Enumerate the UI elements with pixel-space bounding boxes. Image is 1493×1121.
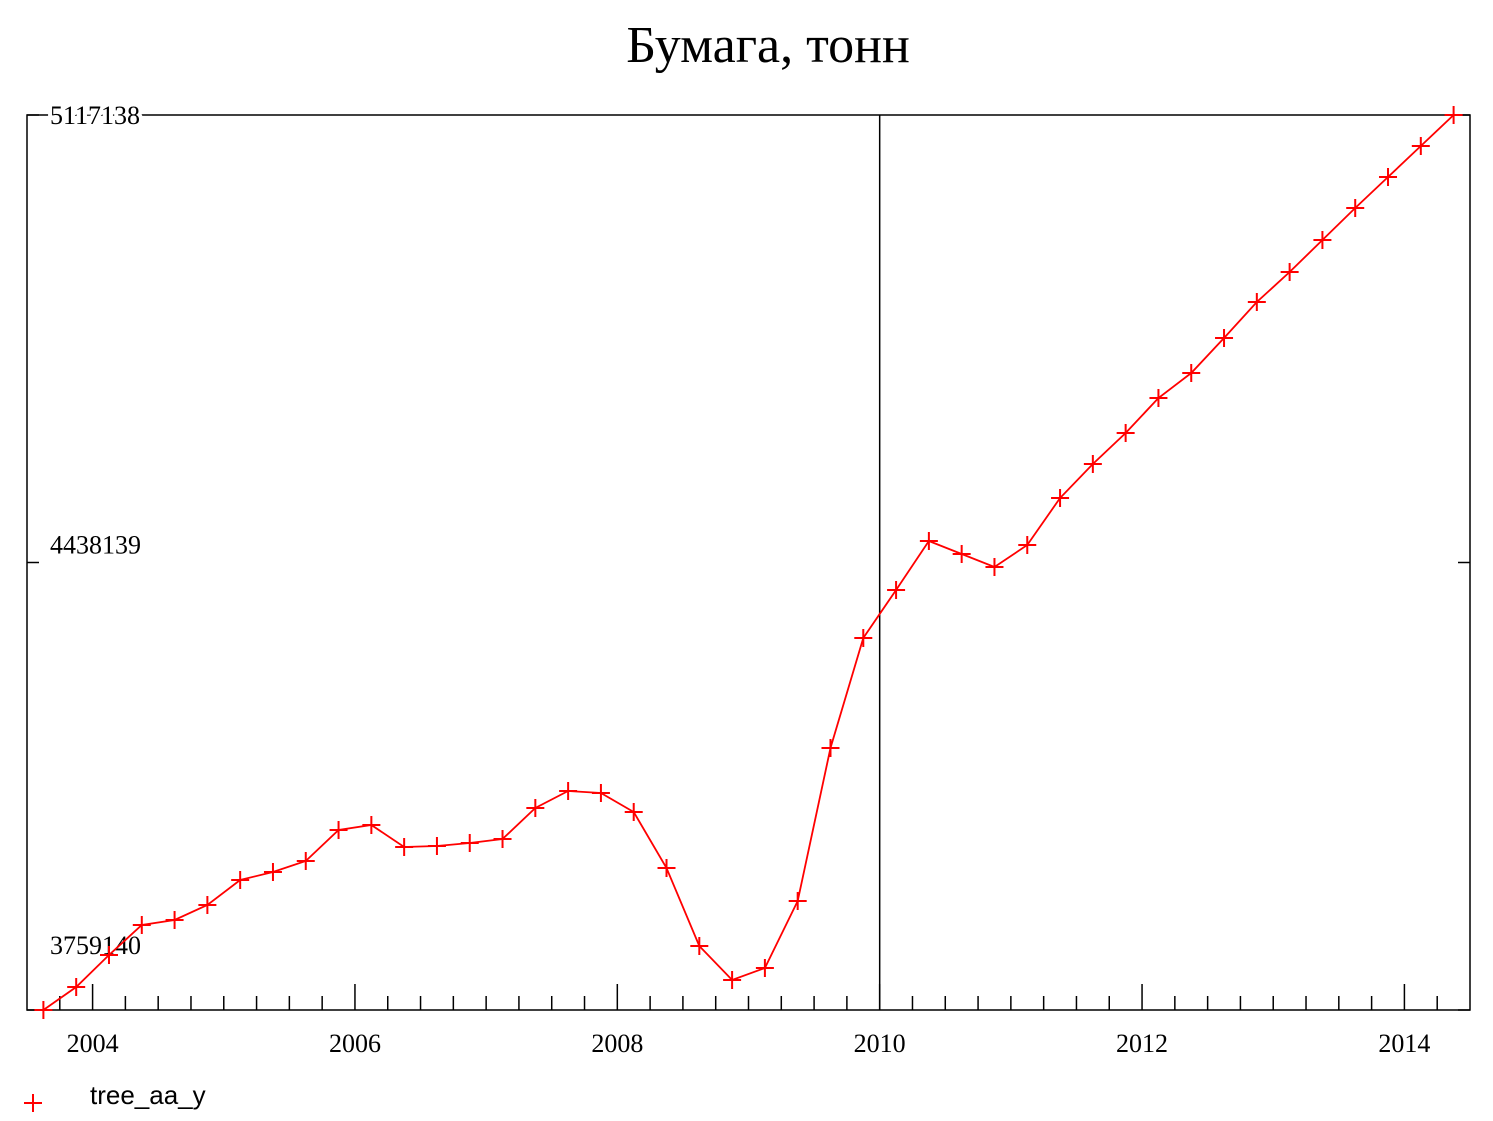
marker bbox=[427, 836, 446, 855]
marker bbox=[1313, 231, 1332, 250]
marker bbox=[99, 946, 118, 965]
x-tick-label: 2004 bbox=[67, 1029, 119, 1058]
marker bbox=[1247, 293, 1266, 312]
marker bbox=[493, 830, 512, 849]
marker bbox=[624, 802, 643, 821]
marker bbox=[165, 910, 184, 929]
marker bbox=[854, 629, 873, 648]
marker bbox=[887, 581, 906, 600]
marker bbox=[67, 977, 86, 996]
marker bbox=[919, 532, 938, 551]
marker bbox=[395, 837, 414, 856]
x-tick-label: 2008 bbox=[591, 1029, 643, 1058]
marker bbox=[559, 782, 578, 801]
marker bbox=[362, 815, 381, 834]
marker bbox=[1280, 263, 1299, 282]
marker bbox=[821, 739, 840, 758]
marker bbox=[1215, 329, 1234, 348]
marker bbox=[723, 971, 742, 989]
marker bbox=[1083, 455, 1102, 474]
marker bbox=[1444, 106, 1463, 124]
marker bbox=[1379, 168, 1398, 187]
marker bbox=[591, 783, 610, 802]
y-tick-label: 4438139 bbox=[50, 531, 141, 560]
marker bbox=[296, 852, 315, 870]
marker bbox=[952, 545, 971, 564]
marker bbox=[788, 891, 807, 910]
marker bbox=[526, 798, 545, 817]
marker bbox=[657, 858, 676, 877]
y-tick-label: 3759140 bbox=[50, 931, 141, 960]
legend-marker bbox=[24, 1094, 42, 1112]
marker bbox=[329, 820, 348, 839]
legend-label: tree_aa_y bbox=[90, 1080, 206, 1110]
plot-frame bbox=[26, 114, 1471, 1011]
x-tick-label: 2014 bbox=[1378, 1029, 1430, 1058]
marker bbox=[263, 863, 282, 881]
y-tick-label: 5117138 bbox=[50, 101, 140, 130]
x-tick-label: 2012 bbox=[1116, 1029, 1168, 1058]
marker bbox=[460, 834, 479, 853]
marker bbox=[1346, 199, 1365, 218]
marker bbox=[132, 916, 151, 935]
marker bbox=[985, 558, 1004, 577]
marker bbox=[1182, 364, 1201, 383]
x-tick-label: 2006 bbox=[329, 1029, 381, 1058]
x-tick-label: 2010 bbox=[854, 1029, 906, 1058]
marker bbox=[1149, 389, 1168, 408]
marker bbox=[1116, 424, 1135, 443]
marker bbox=[755, 958, 774, 977]
marker bbox=[690, 936, 709, 955]
marker bbox=[1411, 137, 1430, 156]
chart-title: Бумага, тонн bbox=[626, 17, 910, 74]
marker bbox=[1018, 536, 1037, 555]
marker bbox=[1051, 489, 1070, 508]
series-line bbox=[42, 114, 1455, 1011]
marker bbox=[231, 871, 250, 890]
marker bbox=[198, 895, 217, 914]
marker bbox=[34, 1001, 53, 1019]
